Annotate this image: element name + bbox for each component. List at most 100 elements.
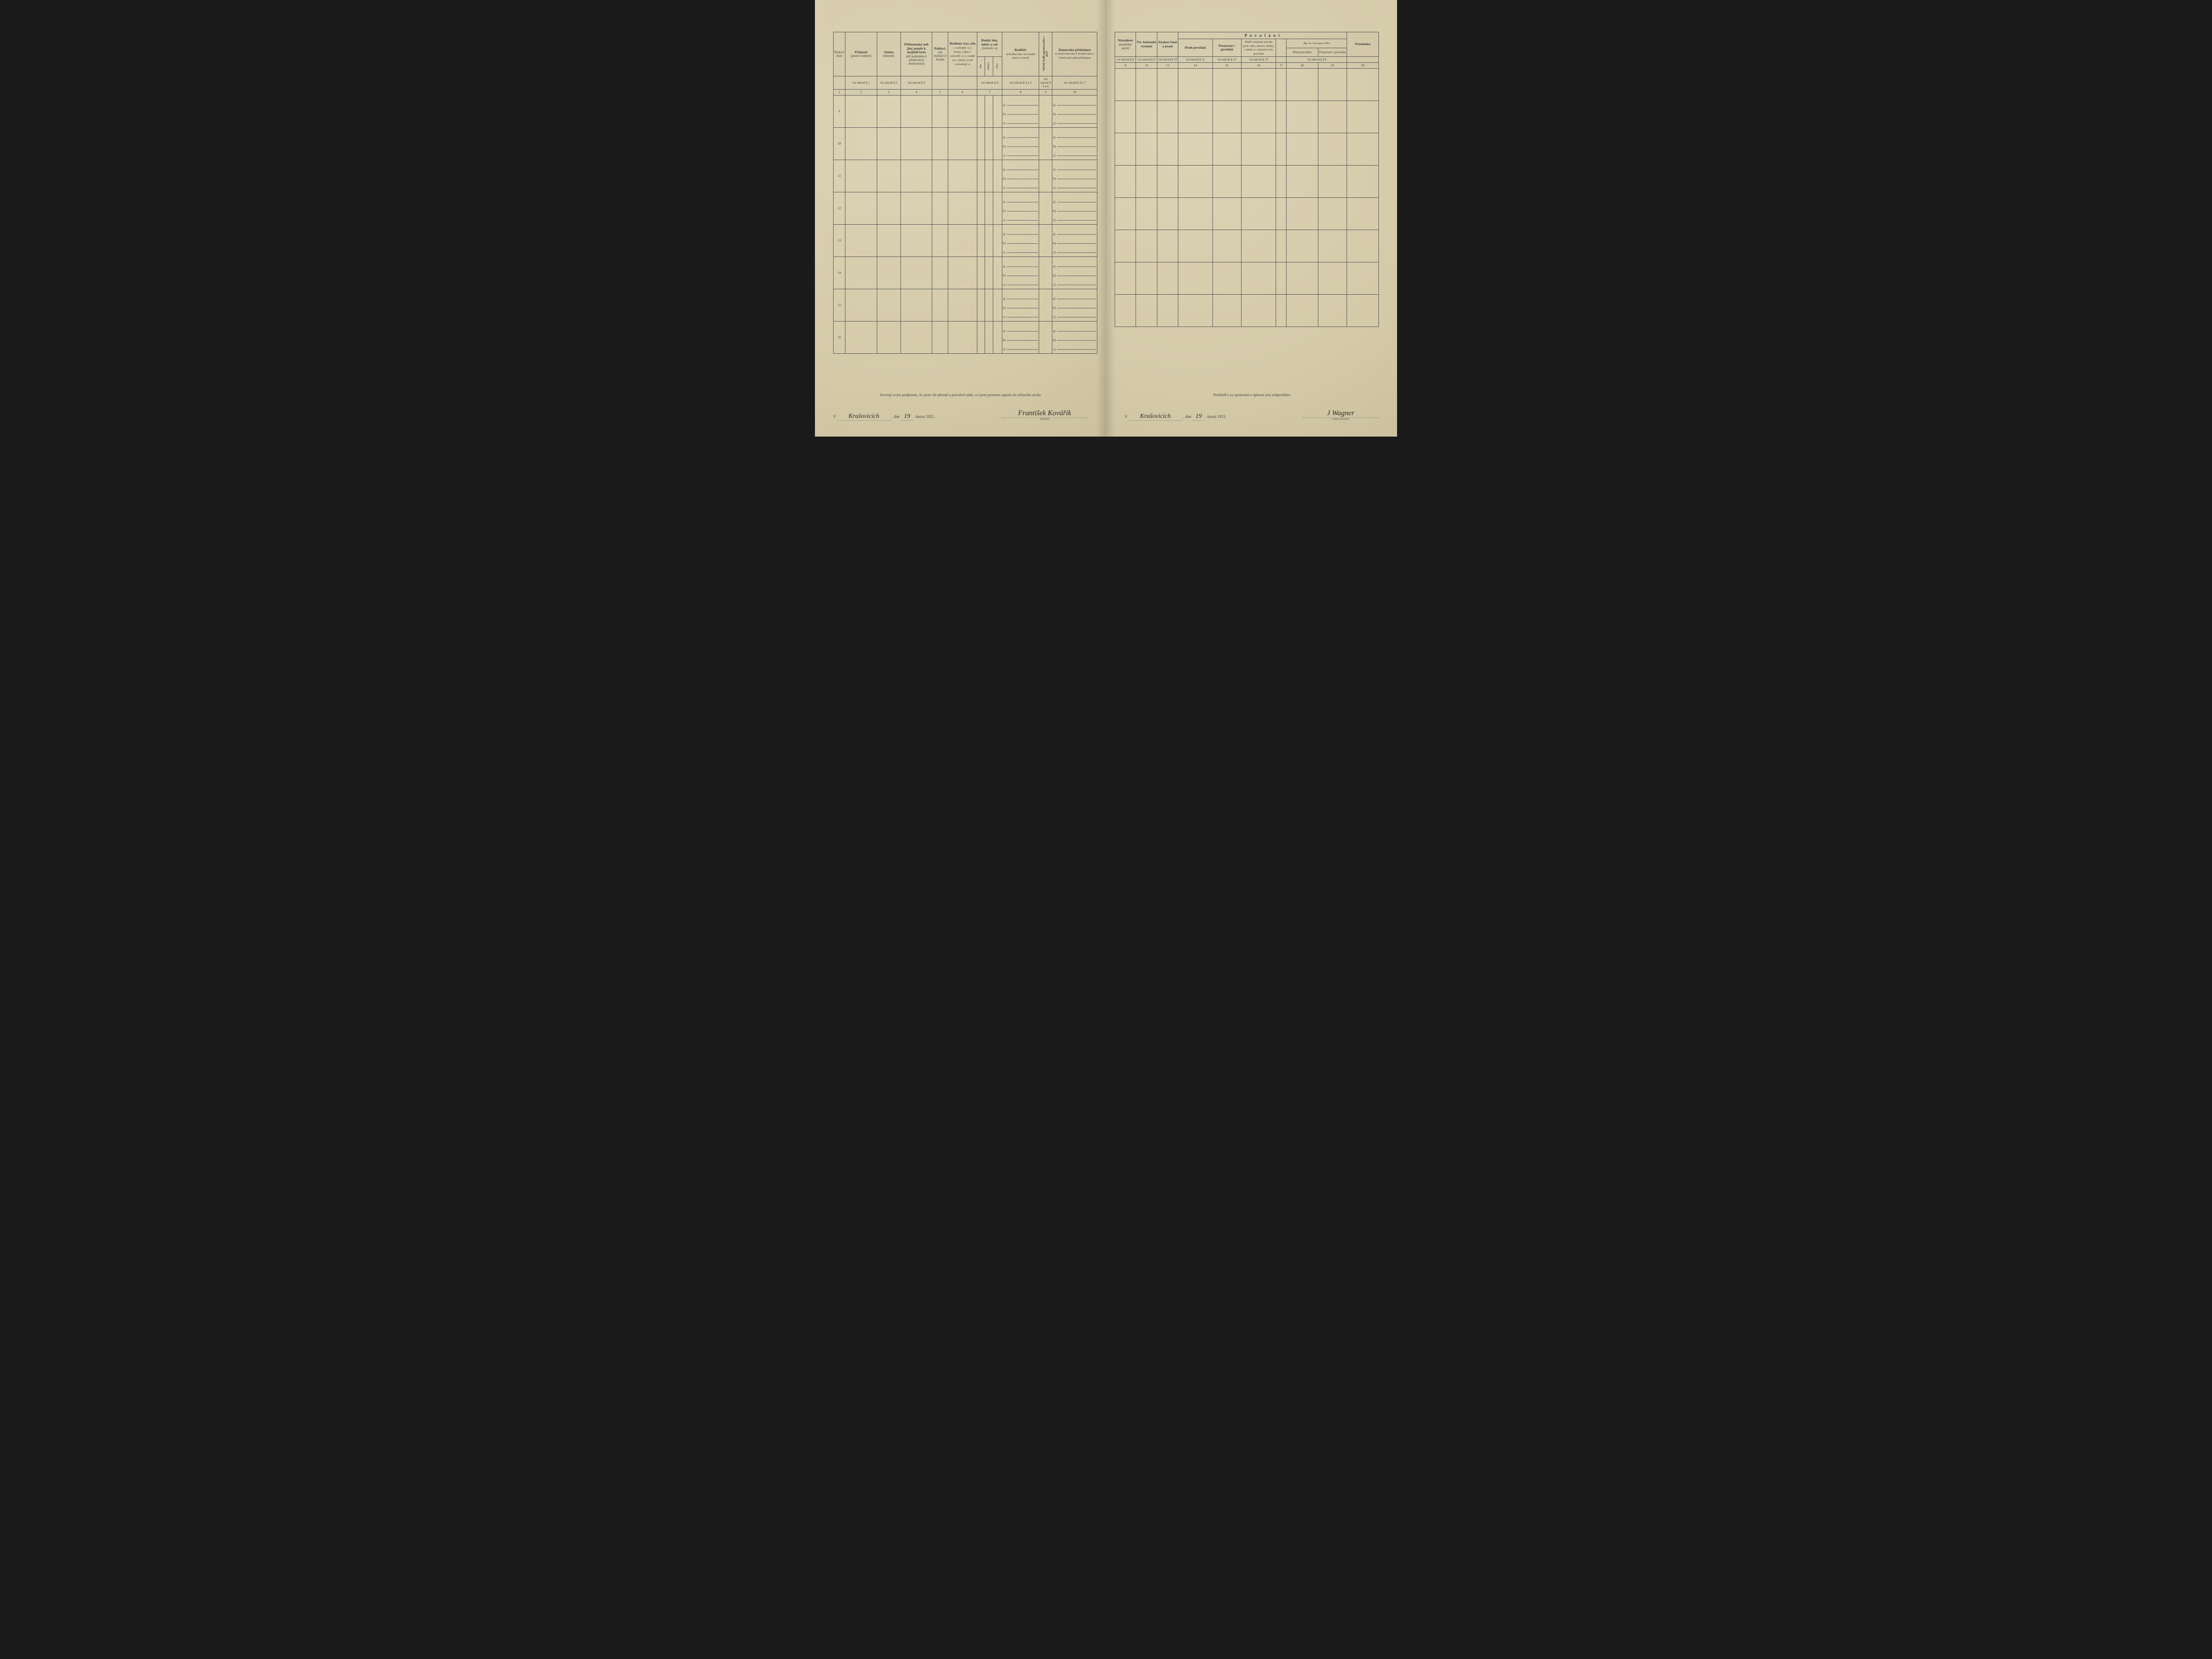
cell — [1157, 295, 1178, 327]
ref-4: viz návod § 3 — [900, 76, 932, 90]
left-place-date: V Krašovicích , dne 19. února 1921. — [833, 413, 935, 421]
table-row: 12a)b)c)a)b)c) — [834, 192, 1097, 225]
cell — [1286, 69, 1318, 101]
row-number: 9 — [834, 96, 845, 128]
cell — [877, 96, 900, 128]
coln-8: 8 — [1002, 90, 1039, 96]
rcoln-16: 16 — [1242, 63, 1276, 69]
cell — [900, 128, 932, 160]
cell — [948, 128, 977, 160]
cell — [977, 289, 985, 322]
cell — [900, 322, 932, 354]
cell — [845, 160, 877, 192]
abc-cell: a)b)c) — [1002, 289, 1039, 322]
cell — [1276, 262, 1286, 295]
abc-cell: a)b)c) — [1052, 225, 1097, 257]
cell — [1136, 133, 1157, 166]
cell — [900, 225, 932, 257]
cell — [948, 322, 977, 354]
cell — [1136, 295, 1157, 327]
ref-2: viz návod § 1 — [845, 76, 877, 90]
cell — [900, 96, 932, 128]
rref-12: viz návod § 9 — [1136, 57, 1157, 63]
cell — [948, 257, 977, 289]
ref-1 — [834, 76, 845, 90]
table-row — [1115, 230, 1379, 262]
coln-10: 10 — [1052, 90, 1097, 96]
cell — [993, 225, 1002, 257]
cell — [977, 128, 985, 160]
ref-9: viz návod § 4 a 6 — [1039, 76, 1052, 90]
cell — [932, 225, 948, 257]
cell — [985, 192, 993, 225]
cell — [985, 96, 993, 128]
table-row — [1115, 262, 1379, 295]
cell — [1318, 262, 1347, 295]
cell — [1136, 198, 1157, 230]
row-number: 15 — [834, 289, 845, 322]
cell — [1115, 69, 1136, 101]
cell — [932, 289, 948, 322]
rcoln-13: 13 — [1157, 63, 1178, 69]
cell — [1318, 295, 1347, 327]
cell — [1039, 289, 1052, 322]
cell — [977, 322, 985, 354]
table-row: 16a)b)c)a)b)c) — [834, 322, 1097, 354]
cell — [845, 96, 877, 128]
rcoln-19: 19 — [1318, 63, 1347, 69]
cell — [932, 96, 948, 128]
cell — [1157, 230, 1178, 262]
ref-3: viz návod § 2 — [877, 76, 900, 90]
table-row — [1115, 101, 1379, 133]
cell — [1039, 96, 1052, 128]
row-number: 10 — [834, 128, 845, 160]
cell — [1157, 101, 1178, 133]
hdr-c11: Národnost(mateřský jazyk) — [1115, 32, 1136, 57]
row-number: 16 — [834, 322, 845, 354]
cell — [1242, 69, 1276, 101]
coln-5: 5 — [932, 90, 948, 96]
rcoln-12: 12 — [1136, 63, 1157, 69]
cell — [877, 225, 900, 257]
hdr-c9: Od kdy bydlí zapsaná osoba v obci? — [1039, 32, 1052, 76]
cell — [1115, 166, 1136, 198]
cell — [993, 289, 1002, 322]
right-signature: J Wagner — [1302, 410, 1379, 418]
cell — [993, 160, 1002, 192]
cell — [1136, 230, 1157, 262]
cell — [1157, 133, 1178, 166]
cell — [1286, 198, 1318, 230]
cell — [900, 257, 932, 289]
abc-cell: a)b)c) — [1002, 322, 1039, 354]
cell — [1242, 262, 1276, 295]
left-signature: František Kovářík — [1002, 410, 1087, 418]
cell — [1039, 257, 1052, 289]
cell — [1276, 166, 1286, 198]
right-place: Krašovicích — [1129, 413, 1182, 421]
cell — [948, 289, 977, 322]
right-page: Národnost(mateřský jazyk) Ná- boženské v… — [1106, 0, 1397, 437]
row-number: 12 — [834, 192, 845, 225]
rref-16: viz návod § 13 — [1242, 57, 1276, 63]
cell — [1178, 69, 1212, 101]
cell — [932, 128, 948, 160]
spread: Řadové číslo Příjmení(jméno rodinné) Jmé… — [815, 0, 1397, 437]
hdr-c14: Druh povolání — [1178, 39, 1212, 57]
cell — [1276, 295, 1286, 327]
cell — [1347, 198, 1379, 230]
cell — [993, 257, 1002, 289]
cell — [985, 322, 993, 354]
abc-cell: a)b)c) — [1052, 192, 1097, 225]
cell — [1242, 198, 1276, 230]
coln-2: 2 — [845, 90, 877, 96]
hdr-c16: Bližší označení závodu (pod- niku, ústav… — [1242, 39, 1276, 57]
table-row: 9a)b)c)a)b)c) — [834, 96, 1097, 128]
cell — [1242, 230, 1276, 262]
cell — [1178, 166, 1212, 198]
cell — [1115, 295, 1136, 327]
cell — [1286, 262, 1318, 295]
cell — [985, 257, 993, 289]
abc-cell: a)b)c) — [1002, 257, 1039, 289]
cell — [877, 160, 900, 192]
abc-cell: a)b)c) — [1002, 96, 1039, 128]
